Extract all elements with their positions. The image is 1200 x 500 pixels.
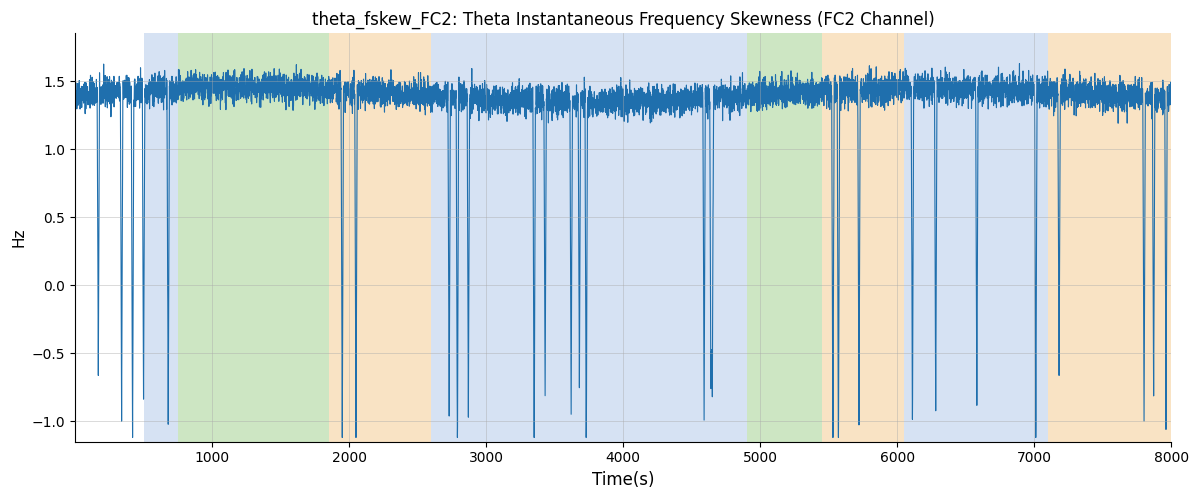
Bar bbox=[746, 34, 822, 442]
Bar bbox=[144, 34, 178, 442]
X-axis label: Time(s): Time(s) bbox=[592, 471, 654, 489]
Bar bbox=[904, 34, 1048, 442]
Bar bbox=[822, 34, 904, 442]
Bar bbox=[431, 34, 746, 442]
Y-axis label: Hz: Hz bbox=[11, 228, 26, 248]
Bar bbox=[1048, 34, 1171, 442]
Bar bbox=[178, 34, 329, 442]
Bar bbox=[329, 34, 431, 442]
Title: theta_fskew_FC2: Theta Instantaneous Frequency Skewness (FC2 Channel): theta_fskew_FC2: Theta Instantaneous Fre… bbox=[312, 11, 935, 30]
